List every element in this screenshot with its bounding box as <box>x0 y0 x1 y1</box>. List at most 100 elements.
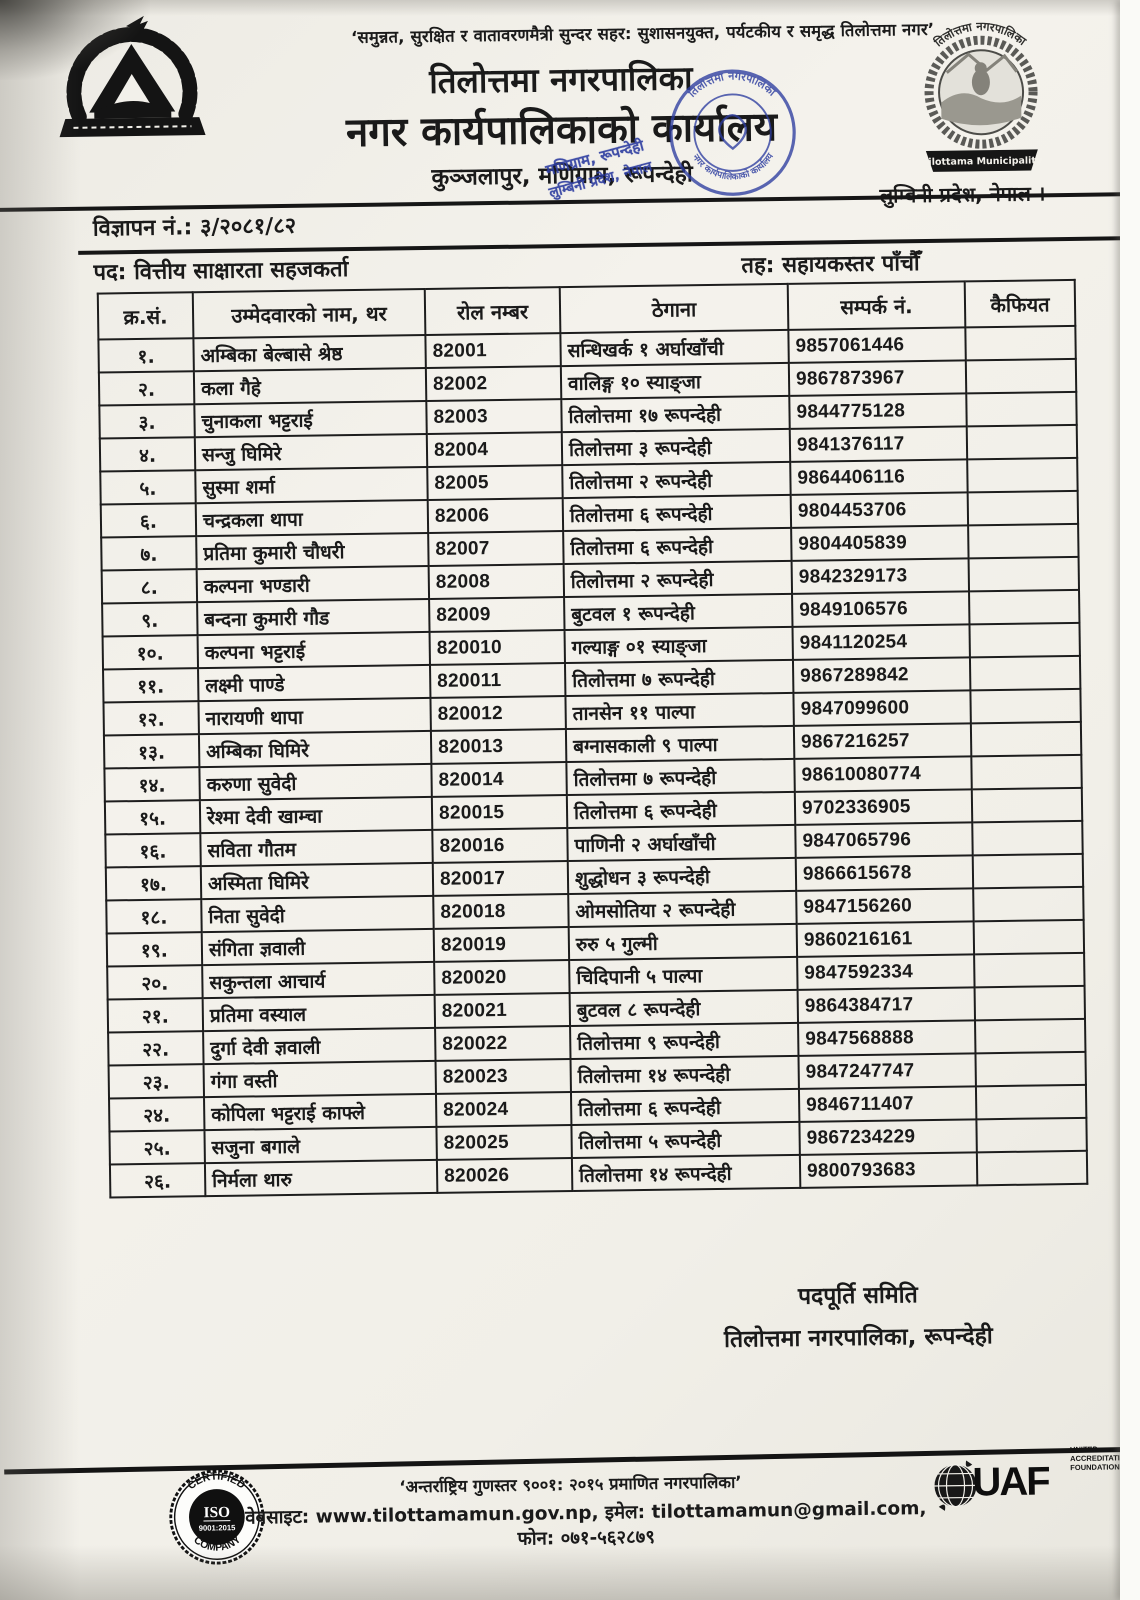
column-header: ठेगाना <box>559 283 789 334</box>
roll-number-cell: 820014 <box>431 762 567 797</box>
contact-number-cell: 9847156260 <box>796 888 974 924</box>
remarks-cell <box>970 688 1081 724</box>
serial-number-cell: ६. <box>100 503 197 538</box>
column-header: उम्मेदवारको नाम, थर <box>192 288 426 339</box>
candidate-name-cell: सविता गौतम <box>200 829 433 867</box>
serial-number-cell: १४. <box>104 767 200 802</box>
remarks-cell <box>969 589 1080 625</box>
remarks-cell <box>973 919 1085 955</box>
contact-number-cell: 9857061446 <box>788 327 966 363</box>
roll-number-cell: 82005 <box>427 465 563 500</box>
svg-text:तिलोत्तमा नगरपालिका: तिलोत्तमा नगरपालिका <box>930 18 1029 50</box>
candidate-name-cell: निर्मला थारु <box>204 1159 438 1197</box>
address-cell: तिलोत्तमा ६ रूपन्देही <box>563 527 792 565</box>
address-cell: रुरु ५ गुल्मी <box>568 923 798 961</box>
roll-number-cell: 820018 <box>433 894 569 929</box>
remarks-cell <box>974 952 1085 988</box>
roll-number-cell: 82002 <box>425 366 562 401</box>
candidate-name-cell: चुनाकला भट्टराई <box>194 400 427 438</box>
roll-number-cell: 820016 <box>432 828 568 863</box>
uaf-logo: UAF UNITED ACCREDITATION FOUNDATION <box>932 1444 1131 1532</box>
contact-number-cell: 9842329173 <box>791 558 970 594</box>
serial-number-cell: १८. <box>106 899 202 934</box>
contact-number-cell: 9847568888 <box>798 1020 976 1056</box>
contact-number-cell: 9847065796 <box>795 822 973 858</box>
address-cell: शुद्धोधन ३ रूपन्देही <box>567 857 797 895</box>
serial-number-cell: ४. <box>99 437 196 472</box>
serial-number-cell: २५. <box>109 1130 205 1165</box>
roll-number-cell: 820023 <box>435 1059 571 1094</box>
serial-number-cell: २१. <box>107 998 204 1033</box>
contact-number-cell: 9867289842 <box>792 657 971 693</box>
serial-number-cell: २४. <box>109 1097 205 1132</box>
candidate-name-cell: अस्मिता घिमिरे <box>200 862 434 900</box>
contact-number-cell: 9849106576 <box>792 591 970 627</box>
candidate-name-cell: प्रतिमा कुमारी चौधरी <box>196 532 429 570</box>
remarks-cell <box>974 985 1085 1021</box>
serial-number-cell: २. <box>98 371 195 406</box>
remarks-cell <box>972 820 1083 856</box>
contact-number-cell: 9864406116 <box>790 459 968 495</box>
remarks-cell <box>975 1051 1086 1087</box>
candidate-name-cell: नारायणी थापा <box>198 697 431 735</box>
serial-number-cell: २६. <box>109 1163 206 1198</box>
candidate-name-cell: बन्दना कुमारी गौड <box>197 598 430 636</box>
address-cell: तिलोत्तमा ७ रूपन्देही <box>564 659 794 697</box>
roll-number-cell: 820025 <box>436 1125 572 1160</box>
roll-number-cell: 820013 <box>430 729 567 764</box>
candidate-name-cell: कल्पना भट्टराई <box>197 631 430 669</box>
signature-block: पदपूर्ति समिति तिलोत्तमा नगरपालिका, रूपन… <box>658 1275 1059 1355</box>
roll-number-cell: 820017 <box>432 861 569 896</box>
remarks-cell <box>967 490 1079 526</box>
iso-9001-badge-icon: CERTIFIED COMPANY ISO 9001:2015 <box>169 1469 265 1565</box>
candidate-name-cell: सजुना बगाले <box>204 1126 437 1164</box>
address-cell: चिदिपानी ५ पाल्पा <box>569 956 798 994</box>
remarks-cell <box>967 457 1078 493</box>
contact-number-cell: 9841120254 <box>792 624 970 660</box>
uaf-globe-icon <box>934 1460 977 1511</box>
address-cell: तिलोत्तमा १७ रूपन्देही <box>561 395 790 433</box>
advertisement-number: विज्ञापन नं.: ३/२०८१/८२ <box>92 213 297 242</box>
contact-line: वेबसाइट: www.tilottamamun.gov.np, इमेल: … <box>245 1498 927 1550</box>
iso-badge-center-text: ISO <box>203 1504 230 1521</box>
roll-number-cell: 820020 <box>434 960 570 995</box>
roll-number-cell: 82008 <box>428 564 565 599</box>
serial-number-cell: १६. <box>105 833 201 868</box>
remarks-cell <box>971 787 1083 823</box>
serial-number-cell: ११. <box>103 668 199 703</box>
address-cell: तानसेन ११ पाल्पा <box>565 692 794 730</box>
logo-arc-text: तिलोत्तमा नगरपालिका <box>930 18 1029 50</box>
candidate-name-cell: लक्ष्मी पाण्डे <box>198 664 431 702</box>
column-header: क्र.सं. <box>97 292 194 340</box>
uaf-full-name: UNITED ACCREDITATION FOUNDATION <box>1070 1444 1131 1472</box>
serial-number-cell: १९. <box>106 932 203 967</box>
serial-number-cell: २०. <box>107 965 203 1000</box>
remarks-cell <box>971 754 1082 790</box>
remarks-cell <box>966 391 1077 427</box>
remarks-cell <box>970 721 1082 757</box>
address-cell: तिलोत्तमा ९ रूपन्देही <box>570 1022 799 1060</box>
address-cell: पाणिनी २ अर्घाखाँची <box>567 824 796 862</box>
serial-number-cell: ३. <box>99 404 195 439</box>
roll-number-cell: 820021 <box>434 993 571 1028</box>
serial-number-cell: १२. <box>103 701 199 736</box>
serial-number-cell: १७. <box>105 866 202 901</box>
candidate-name-cell: निता सुवेदी <box>201 895 434 933</box>
remarks-cell <box>966 424 1078 460</box>
signature-committee: पदपूर्ति समिति <box>797 1282 918 1310</box>
serial-number-cell: १५. <box>104 800 201 835</box>
address-cell: तिलोत्तमा ६ रूपन्देही <box>562 494 792 532</box>
remarks-cell <box>965 325 1076 361</box>
serial-number-cell: १०. <box>102 635 199 670</box>
contact-number-cell: 9800793683 <box>799 1152 978 1188</box>
remarks-cell <box>975 1018 1086 1054</box>
contact-number-cell: 9860216161 <box>796 921 975 957</box>
address-cell: तिलोत्तमा ३ रूपन्देही <box>561 428 791 466</box>
remarks-cell <box>968 523 1079 559</box>
address-cell: तिलोत्तमा १४ रूपन्देही <box>570 1055 799 1093</box>
serial-number-cell: २३. <box>108 1064 205 1099</box>
serial-number-cell: ९. <box>102 602 198 637</box>
serial-number-cell: ५. <box>100 470 196 505</box>
quality-certification-line: ‘अन्तर्राष्ट्रिय गुणस्तर ९००१: २०१५ प्रम… <box>399 1472 742 1497</box>
roll-number-cell: 820012 <box>430 696 566 731</box>
